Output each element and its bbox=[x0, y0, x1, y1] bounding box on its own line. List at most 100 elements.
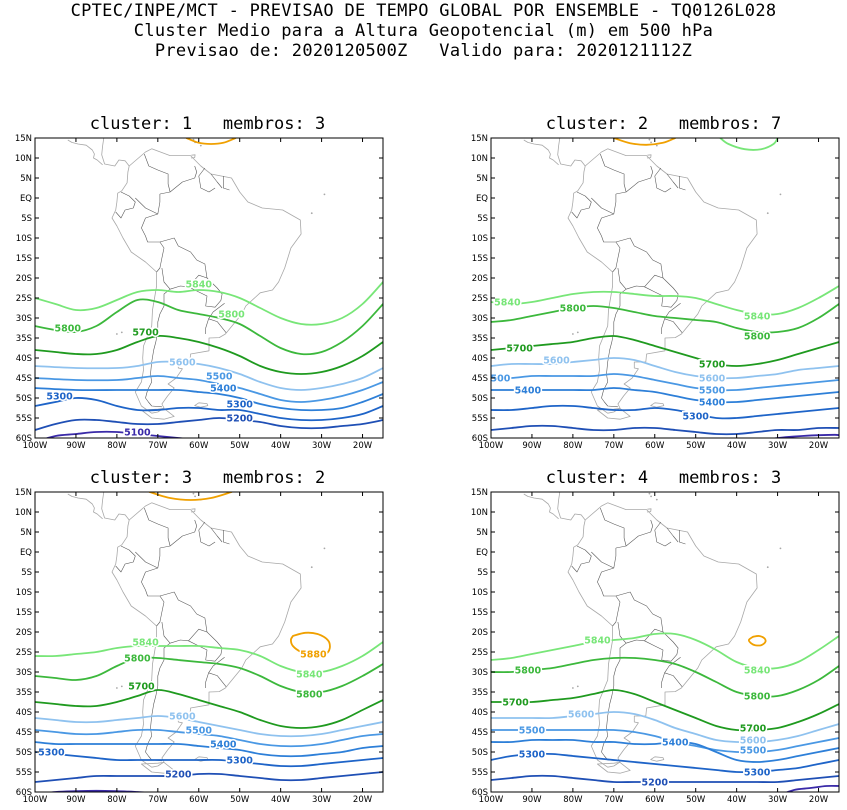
coastline bbox=[523, 139, 559, 166]
y-tick-label: 45S bbox=[472, 374, 488, 384]
y-tick-label: 5S bbox=[21, 214, 32, 224]
contour-label-5500: 5500 bbox=[519, 726, 546, 737]
contour-5100 bbox=[44, 430, 188, 438]
contour-label-5700: 5700 bbox=[128, 682, 155, 693]
contour-label-5700: 5700 bbox=[506, 344, 533, 355]
contour-5800 bbox=[35, 298, 383, 356]
coastline bbox=[194, 402, 209, 408]
contour-label-5500: 5500 bbox=[484, 374, 511, 385]
coastline bbox=[111, 502, 302, 768]
island bbox=[310, 212, 313, 215]
country-border bbox=[135, 197, 158, 215]
coastline bbox=[101, 138, 130, 167]
map-chart-4: 5840584058005800570057005600560055005500… bbox=[471, 488, 840, 805]
y-tick-label: 10S bbox=[472, 234, 488, 244]
island bbox=[766, 566, 769, 569]
panel-title: cluster: 1 membros: 3 bbox=[89, 114, 326, 134]
x-tick-label: 60W bbox=[645, 795, 665, 805]
y-tick-label: 30S bbox=[472, 314, 488, 324]
contour-label-5840: 5840 bbox=[132, 638, 159, 649]
coastline bbox=[646, 508, 652, 513]
contour-label-5800: 5800 bbox=[744, 692, 771, 703]
y-tick-label: 45S bbox=[16, 728, 32, 738]
y-tick-label: 25S bbox=[472, 294, 488, 304]
island bbox=[655, 498, 658, 501]
country-border bbox=[210, 173, 223, 189]
plot-frame bbox=[34, 137, 384, 439]
contour-label-5500: 5500 bbox=[206, 372, 233, 383]
y-tick-label: 10S bbox=[472, 588, 488, 598]
country-border bbox=[617, 621, 664, 644]
y-tick-label: 25S bbox=[16, 294, 32, 304]
country-border bbox=[156, 595, 165, 627]
island bbox=[192, 134, 194, 136]
country-border bbox=[597, 194, 617, 243]
header-line-2: Cluster Medio para a Altura Geopotencial… bbox=[133, 21, 714, 41]
y-tick-label: 5S bbox=[477, 214, 488, 224]
country-border bbox=[571, 191, 592, 219]
x-tick-label: 20W bbox=[809, 795, 829, 805]
country-border bbox=[188, 277, 223, 308]
coastline bbox=[67, 139, 103, 166]
contour-label-5500: 5500 bbox=[740, 746, 767, 757]
contour-5300 bbox=[491, 752, 839, 774]
x-tick-label: 70W bbox=[604, 795, 624, 805]
island bbox=[115, 687, 118, 689]
y-tick-label: 15S bbox=[472, 608, 488, 618]
contour-5500 bbox=[491, 373, 839, 392]
y-tick-label: 60S bbox=[16, 434, 32, 444]
coastline bbox=[67, 493, 103, 520]
contour-5600 bbox=[35, 715, 383, 738]
coastline bbox=[141, 762, 175, 774]
x-tick-label: 90W bbox=[66, 441, 86, 451]
country-border bbox=[612, 241, 621, 273]
plot-frame bbox=[490, 491, 840, 793]
contour-label-5840: 5840 bbox=[494, 298, 521, 309]
country-border bbox=[644, 277, 679, 308]
contour-5500 bbox=[35, 375, 383, 403]
y-tick-label: 5S bbox=[477, 568, 488, 578]
contour-label-5800: 5800 bbox=[124, 654, 151, 665]
x-tick-label: 100W bbox=[479, 795, 504, 805]
y-tick-label: 25S bbox=[16, 648, 32, 658]
contour-label-5600: 5600 bbox=[699, 374, 726, 385]
contour-label-5500: 5500 bbox=[699, 386, 726, 397]
country-border bbox=[159, 591, 208, 633]
y-tick-label: 55S bbox=[472, 414, 488, 424]
x-tick-label: 80W bbox=[563, 795, 583, 805]
contour-5600 bbox=[35, 360, 383, 391]
contour-label-5600: 5600 bbox=[568, 710, 595, 721]
contour-5840 bbox=[35, 281, 383, 326]
contour-label-5840: 5800 bbox=[218, 310, 245, 321]
contour-5600 bbox=[491, 357, 839, 380]
contour-5100 bbox=[771, 433, 839, 438]
country-border bbox=[223, 530, 230, 545]
contour-5300 bbox=[491, 404, 839, 420]
coastline bbox=[650, 756, 665, 762]
contour-5880 bbox=[747, 635, 767, 647]
panel-cluster-2: cluster: 2 membros: 7 5840 5840 5800 5800 57… bbox=[456, 114, 840, 451]
coastline bbox=[650, 402, 665, 408]
contour-5300 bbox=[35, 397, 383, 422]
y-tick-label: 5N bbox=[476, 174, 488, 184]
island bbox=[576, 331, 579, 334]
country-border bbox=[188, 631, 223, 662]
y-tick-label: 15N bbox=[471, 488, 488, 498]
x-tick-label: 20W bbox=[353, 795, 373, 805]
contour-label-5500: 5500 bbox=[186, 726, 213, 737]
y-tick-label: 50S bbox=[16, 394, 32, 404]
x-tick-label: 50W bbox=[686, 441, 706, 451]
island bbox=[310, 566, 313, 569]
country-border bbox=[615, 237, 664, 279]
y-tick-label: 15S bbox=[16, 608, 32, 618]
country-border bbox=[169, 519, 197, 547]
contour-5880 bbox=[185, 138, 237, 145]
y-tick-label: 35S bbox=[472, 334, 488, 344]
x-tick-label: 30W bbox=[768, 795, 788, 805]
x-tick-label: 20W bbox=[353, 441, 373, 451]
country-border bbox=[625, 165, 653, 193]
coastline bbox=[597, 762, 631, 774]
y-tick-label: 10S bbox=[16, 234, 32, 244]
contour-5400 bbox=[491, 738, 839, 763]
